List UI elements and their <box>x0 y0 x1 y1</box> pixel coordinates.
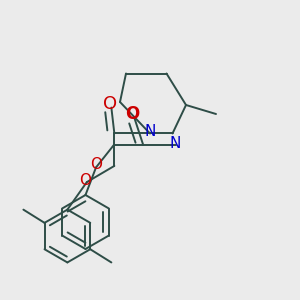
Text: N: N <box>170 136 181 151</box>
Text: N: N <box>145 124 156 140</box>
Text: O: O <box>103 95 117 113</box>
Text: O: O <box>79 173 91 188</box>
Text: O: O <box>90 157 102 172</box>
Text: O: O <box>125 105 140 123</box>
